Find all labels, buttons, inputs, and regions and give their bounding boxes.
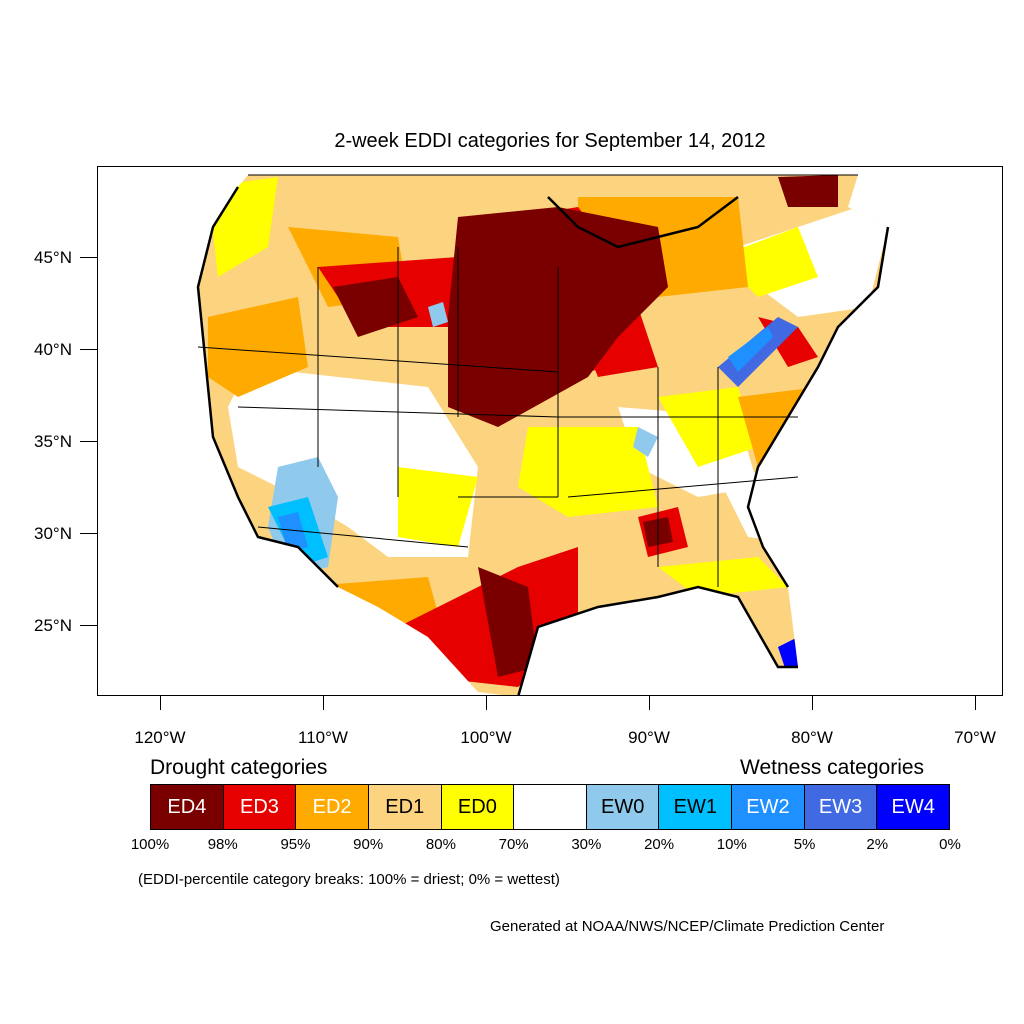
coastline [196, 186, 890, 695]
legend-break-label: 5% [793, 836, 816, 853]
lat-label-45: 45°N [34, 248, 72, 267]
legend-break-label: 20% [644, 836, 675, 853]
category-field [198, 175, 888, 695]
lat-tick [80, 257, 97, 258]
lon-tick [812, 696, 813, 710]
lat-tick [80, 625, 97, 626]
legend-break-label: 100% [130, 836, 170, 853]
eddi-map [97, 166, 1003, 696]
legend-swatch-ew4: EW4 [877, 785, 950, 829]
eddi-map-canvas [196, 174, 890, 695]
legend-break-label: 30% [571, 836, 602, 853]
lon-tick [975, 696, 976, 710]
lat-label-30: 30°N [34, 524, 72, 543]
legend-swatch-ed3: ED3 [223, 785, 297, 829]
lat-label-40: 40°N [34, 340, 72, 359]
legend-swatch-ew2: EW2 [732, 785, 805, 829]
legend-swatch-ew1: EW1 [659, 785, 733, 829]
lon-label-70: 70°W [954, 728, 996, 747]
lat-label-25: 25°N [34, 616, 72, 635]
lon-tick [486, 696, 487, 710]
lon-label-110: 110°W [298, 728, 348, 747]
map-title: 2-week EDDI categories for September 14,… [334, 130, 766, 152]
legend-break-label: 10% [716, 836, 747, 853]
legend-break-label: 2% [866, 836, 889, 853]
wetness-heading: Wetness categories [740, 756, 925, 779]
lon-tick [649, 696, 650, 710]
legend-swatch-ed0: ED0 [441, 785, 515, 829]
legend-break-label: 98% [207, 836, 238, 853]
legend-swatch-ew3: EW3 [804, 785, 878, 829]
drought-heading: Drought categories [150, 756, 328, 779]
lon-label-120: 120°W [134, 728, 186, 747]
lat-tick [80, 533, 97, 534]
lat-label-35: 35°N [34, 432, 72, 451]
lon-label-90: 90°W [628, 728, 670, 747]
category-legend: ED4 ED3 ED2 ED1 ED0 EW0 EW1 EW2 EW3 EW4 [150, 784, 950, 830]
state-boundaries [197, 174, 858, 587]
legend-break-label: 0% [939, 836, 961, 853]
legend-swatch-neutral [514, 785, 587, 829]
lat-tick [80, 441, 97, 442]
legend-break-label: 90% [353, 836, 384, 853]
lon-tick [160, 696, 161, 710]
legend-swatch-ed4: ED4 [151, 785, 224, 829]
legend-break-label: 95% [280, 836, 311, 853]
category-note: (EDDI-percentile category breaks: 100% =… [138, 871, 560, 888]
legend-break-label: 80% [425, 836, 456, 853]
credit-line: Generated at NOAA/NWS/NCEP/Climate Predi… [490, 918, 885, 935]
legend-swatch-ew0: EW0 [586, 785, 660, 829]
legend-swatch-ed1: ED1 [368, 785, 442, 829]
lon-label-80: 80°W [791, 728, 833, 747]
lon-tick [323, 696, 324, 710]
lat-tick [80, 349, 97, 350]
legend-swatch-ed2: ED2 [296, 785, 369, 829]
lon-label-100: 100°W [460, 728, 512, 747]
legend-break-label: 70% [498, 836, 529, 853]
